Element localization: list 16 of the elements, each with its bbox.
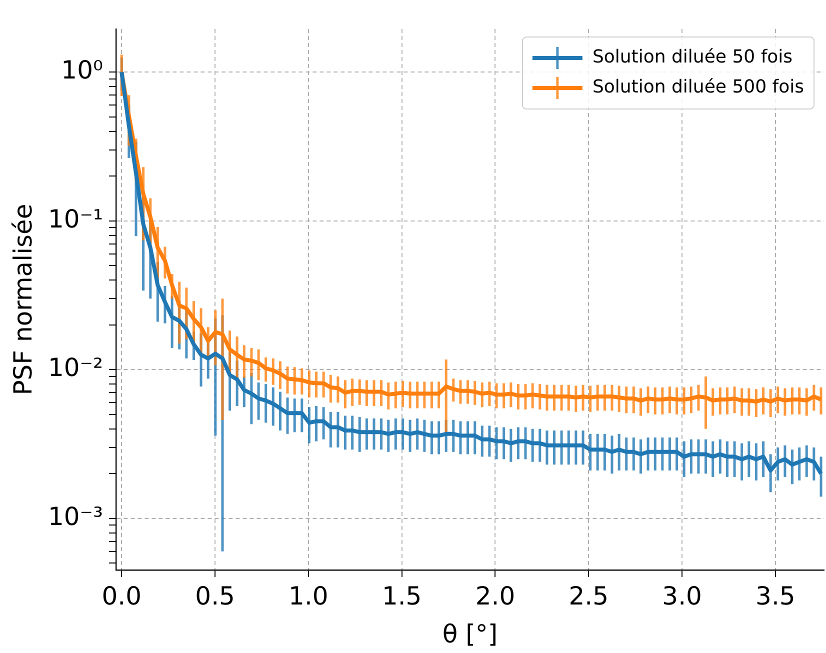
x-tick-label: 1.5: [382, 582, 422, 610]
y-axis-title: PSF normalisée: [8, 204, 38, 396]
x-tick-label: 1.0: [288, 582, 328, 610]
x-tick-label: 3.5: [756, 582, 796, 610]
legend-label: Solution diluée 500 fois: [592, 76, 804, 98]
y-tick-label: 10⁻²: [48, 353, 104, 382]
x-tick-label: 2.5: [568, 582, 609, 610]
y-tick-label: 10⁻¹: [48, 204, 104, 234]
y-tick-label: 10⁻³: [48, 502, 104, 531]
x-tick-label: 0.0: [102, 582, 142, 610]
x-tick-label: 0.5: [195, 582, 235, 610]
x-axis-title: θ [°]: [442, 620, 498, 648]
x-tick-label: 2.0: [475, 582, 516, 610]
x-tick-label: 3.0: [662, 582, 702, 610]
legend-label: Solution diluée 50 fois: [592, 46, 793, 68]
y-tick-label: 10⁰: [61, 56, 104, 85]
